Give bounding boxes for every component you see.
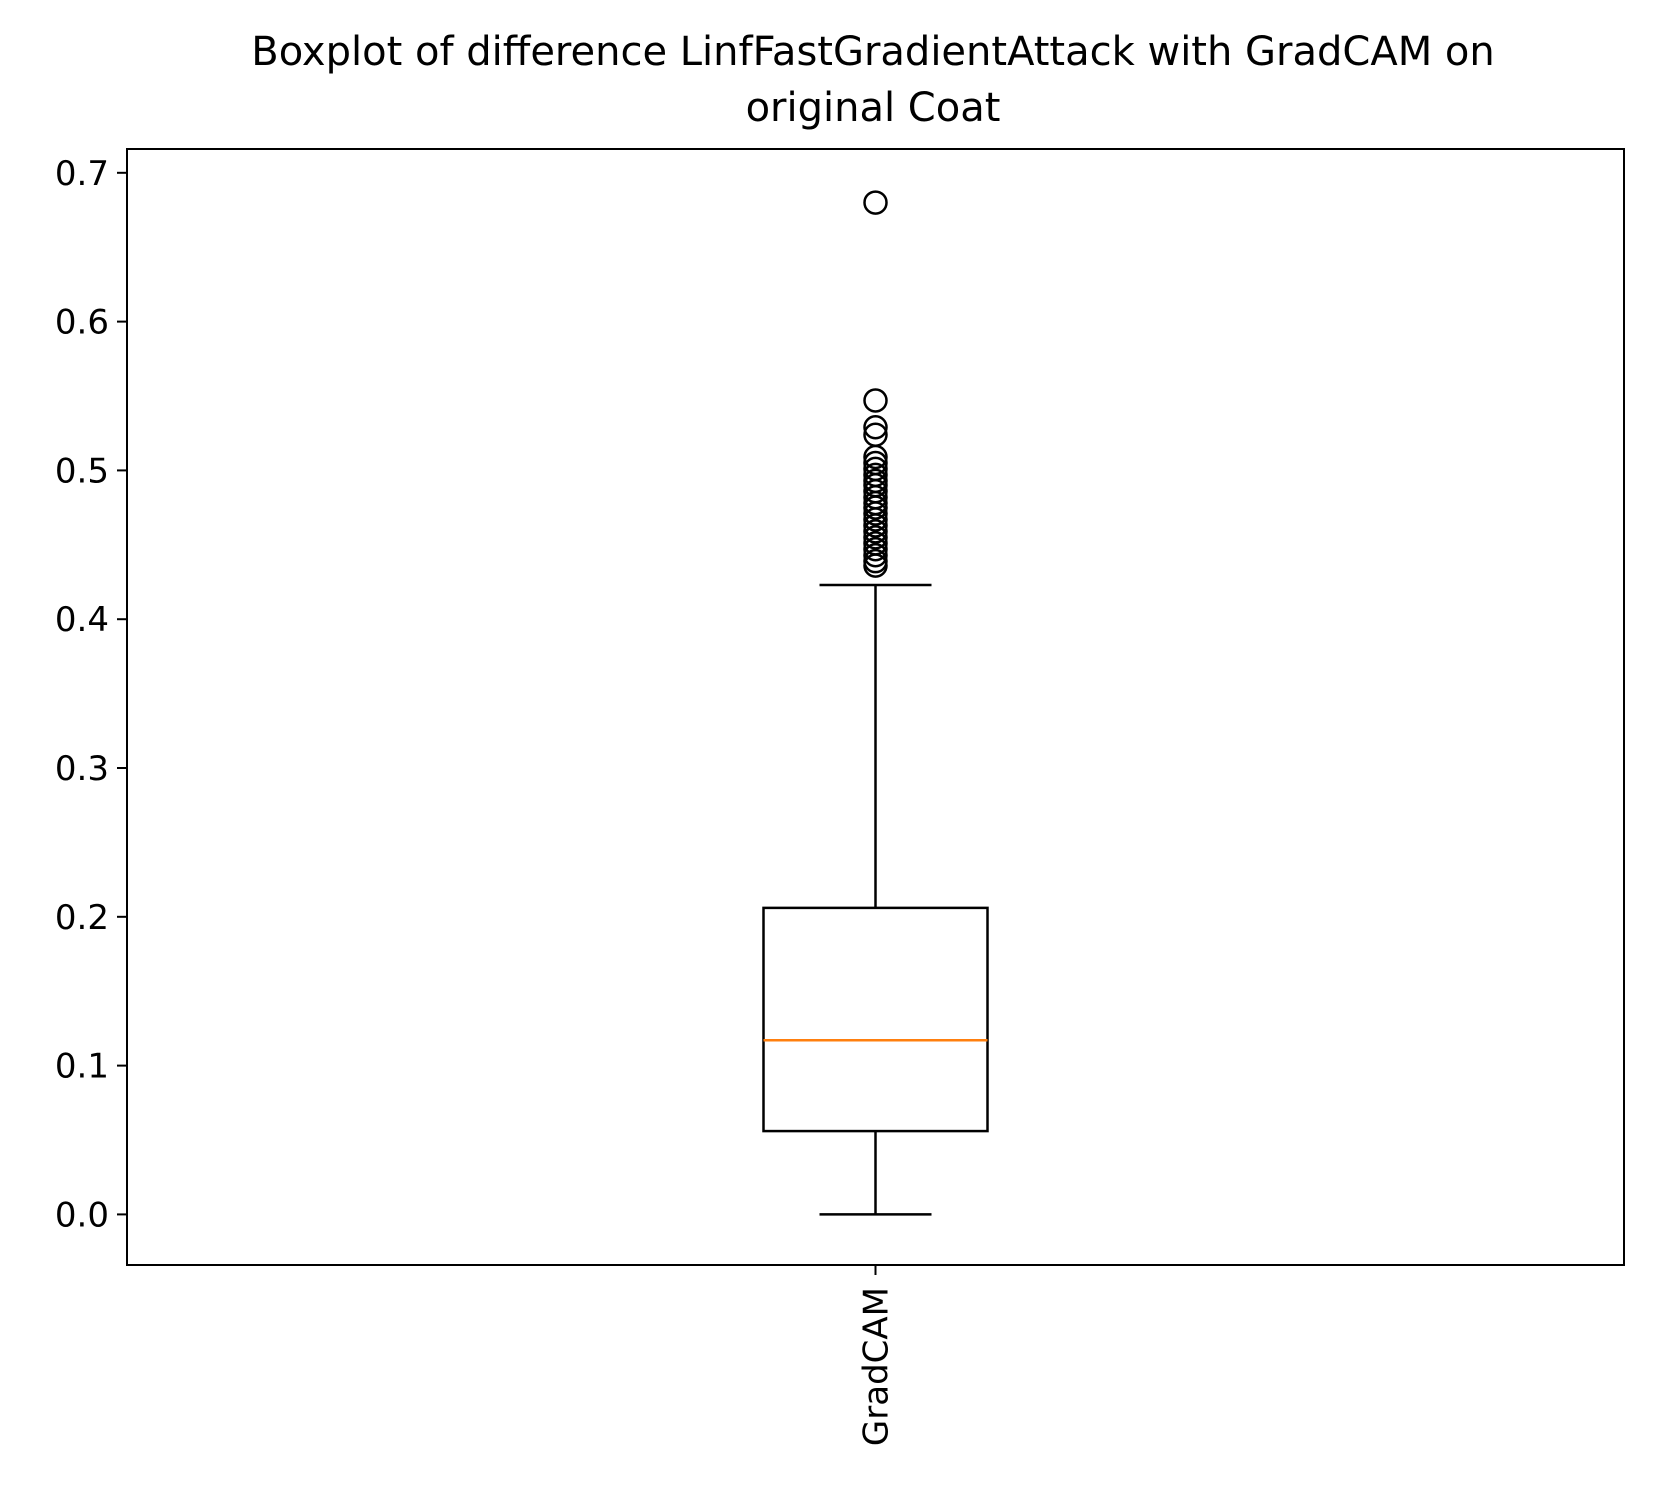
box-iqr [762,906,989,1133]
y-tick-label-1: 0.1 [55,1047,109,1087]
y-tick-label-4: 0.4 [55,600,109,640]
outlier-point-15 [863,507,888,532]
chart-title-line1: Boxplot of difference LinfFastGradientAt… [251,29,1495,75]
outlier-point-14 [863,501,888,526]
outlier-point-2 [863,415,888,440]
outlier-point-4 [863,444,888,470]
axes-frame [126,148,1625,1266]
outlier-point-1 [863,388,888,413]
outlier-point-18 [863,525,888,550]
outlier-point-13 [863,495,888,520]
plot-area: 0.0 0.1 0.2 0.3 0.4 0.5 0.6 0.7 GradCAM [55,154,989,1446]
outlier-point-16 [863,513,888,538]
y-tick-label-2: 0.2 [55,898,109,938]
y-tick-label-3: 0.3 [55,749,109,789]
y-tick-label-6: 0.6 [55,303,109,343]
outlier-point-23 [863,553,888,578]
outlier-point-20 [863,537,888,562]
outlier-point-17 [863,519,888,544]
chart-title-line2: original Coat [746,85,1001,131]
outlier-point-21 [863,542,888,568]
y-tick-label-0: 0.0 [55,1195,109,1235]
x-tick-label-0: GradCAM [857,1287,897,1446]
outlier-point-0 [863,190,888,215]
y-tick-label-7: 0.7 [55,154,109,194]
y-tick-label-5: 0.5 [55,451,109,491]
